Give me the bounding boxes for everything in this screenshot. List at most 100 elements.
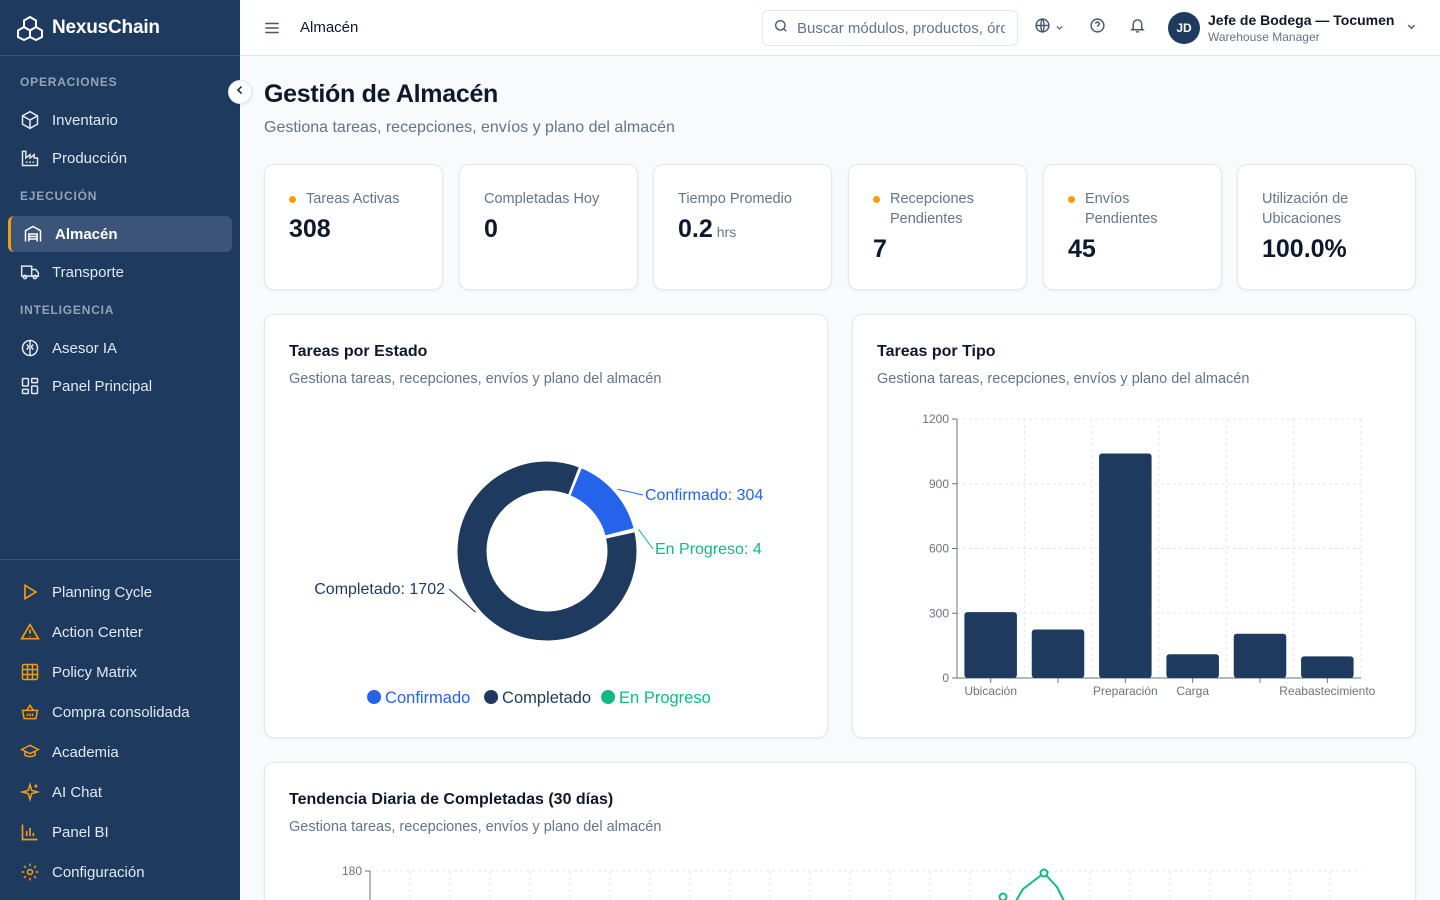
play-icon xyxy=(20,582,40,602)
kpi-unit: hrs xyxy=(716,224,737,240)
menu-icon[interactable] xyxy=(262,18,282,38)
sidebar-item-label: Compra consolidada xyxy=(52,703,190,721)
user-menu[interactable]: JD Jefe de Bodega — Tocumen Warehouse Ma… xyxy=(1168,12,1417,44)
x-tick-label: Reabastecimiento xyxy=(1279,684,1375,698)
sidebar-item-label: Configuración xyxy=(52,863,145,881)
kpi-value: 308 xyxy=(289,215,331,243)
donut-label: Completado: 1702 xyxy=(314,581,445,598)
grid-icon xyxy=(20,662,40,682)
sidebar-item-planning-cycle[interactable]: Planning Cycle xyxy=(8,574,232,610)
donut-leader-line xyxy=(638,528,654,550)
bar-0 xyxy=(964,612,1017,678)
collapse-sidebar-button[interactable] xyxy=(228,80,252,104)
donut-legend: Confirmado Completado En Progreso xyxy=(367,689,711,707)
sidebar-item-action-center[interactable]: Action Center xyxy=(8,614,232,650)
brand-name: NexusChain xyxy=(52,16,160,38)
sidebar-item-label: Producción xyxy=(52,149,128,167)
y-tick-label: 600 xyxy=(929,542,949,556)
kpi-value: 45 xyxy=(1068,235,1096,263)
bell-icon xyxy=(1129,17,1146,39)
kpi-value: 7 xyxy=(873,235,887,263)
sparkles-icon xyxy=(20,782,40,802)
status-dot xyxy=(289,196,296,203)
card-subtitle: Gestiona tareas, recepciones, envíos y p… xyxy=(289,819,662,835)
brand[interactable]: NexusChain xyxy=(0,0,240,56)
card-title: Tareas por Estado xyxy=(289,343,428,360)
legend-item: Confirmado xyxy=(385,689,470,707)
bar-chart-icon xyxy=(20,822,40,842)
help-button[interactable] xyxy=(1089,18,1106,38)
breadcrumb[interactable]: Almacén xyxy=(300,19,359,36)
section-inteligencia: INTELIGENCIA xyxy=(20,303,115,317)
sidebar-item-label: Panel BI xyxy=(52,823,109,841)
sidebar-item-label: Policy Matrix xyxy=(52,663,138,681)
card-title: Tareas por Tipo xyxy=(877,343,996,360)
sidebar-item-transporte[interactable]: Transporte xyxy=(8,254,232,290)
dashboard-icon xyxy=(20,376,40,396)
kpi-card-tiempo-promedio: Tiempo Promedio 0.2 hrs xyxy=(653,164,832,290)
section-operaciones: OPERACIONES xyxy=(20,75,118,89)
status-dot xyxy=(1068,196,1075,203)
line-chart: 180 xyxy=(342,864,1361,900)
data-point xyxy=(998,892,1008,900)
globe-icon xyxy=(1034,17,1051,39)
nav-bottom: Planning Cycle Action Center Policy Matr… xyxy=(0,559,240,894)
sidebar-item-inventario[interactable]: Inventario xyxy=(8,102,232,138)
box-icon xyxy=(20,110,40,130)
nav-main: OPERACIONES Inventario Producción EJECUC… xyxy=(0,56,240,404)
language-selector[interactable] xyxy=(1034,18,1064,38)
donut-label: Confirmado: 304 xyxy=(645,487,763,504)
kpi-card-completadas-hoy: Completadas Hoy 0 xyxy=(459,164,638,290)
truck-icon xyxy=(20,262,40,282)
sidebar-item-configuracion[interactable]: Configuración xyxy=(8,854,232,890)
gear-icon xyxy=(20,862,40,882)
y-tick-label: 900 xyxy=(929,477,949,491)
search-box[interactable] xyxy=(762,10,1018,46)
donut-label: En Progreso: 4 xyxy=(655,541,762,558)
legend-item: En Progreso xyxy=(619,689,711,707)
sidebar-item-academia[interactable]: Academia xyxy=(8,734,232,770)
notifications-button[interactable] xyxy=(1129,18,1146,38)
factory-icon xyxy=(20,148,40,168)
series-line xyxy=(1015,872,1065,900)
sidebar-item-label: Inventario xyxy=(52,111,118,129)
kpi-value: 0 xyxy=(484,215,498,243)
sidebar-item-ai-chat[interactable]: AI Chat xyxy=(8,774,232,810)
donut-chart: Confirmado: 304 En Progreso: 4 Completado:… xyxy=(314,460,763,707)
donut-leader-line xyxy=(617,488,644,496)
sidebar-item-compra-consolidada[interactable]: Compra consolidada xyxy=(8,694,232,730)
y-tick-label: 1200 xyxy=(922,412,949,426)
sidebar-item-panel-bi[interactable]: Panel BI xyxy=(8,814,232,850)
kpi-card-utilizacion: Utilización de Ubicaciones 100.0% xyxy=(1237,164,1416,290)
sidebar-item-policy-matrix[interactable]: Policy Matrix xyxy=(8,654,232,690)
sidebar-item-asesor-ia[interactable]: Asesor IA xyxy=(8,330,232,366)
sidebar-item-label: Panel Principal xyxy=(52,377,153,395)
kpi-label: Envíos Pendientes xyxy=(1085,191,1158,227)
kpi-label: Completadas Hoy xyxy=(484,191,600,207)
sidebar-item-label: Asesor IA xyxy=(52,339,118,357)
kpi-card-recepciones-pendientes: Recepciones Pendientes 7 xyxy=(848,164,1027,290)
sidebar-item-produccion[interactable]: Producción xyxy=(8,140,232,176)
donut-slice-completado xyxy=(456,460,638,642)
graduation-cap-icon xyxy=(20,742,40,762)
legend-item: Completado xyxy=(502,689,591,707)
page-subtitle: Gestiona tareas, recepciones, envíos y p… xyxy=(264,119,675,136)
user-role: Warehouse Manager xyxy=(1208,30,1320,44)
y-tick-label: 180 xyxy=(342,864,362,878)
chevron-left-icon xyxy=(234,83,246,101)
kpi-value: 0.2 xyxy=(678,215,713,243)
legend-swatch xyxy=(484,690,499,704)
card-tareas-por-estado: Tareas por Estado Gestiona tareas, recep… xyxy=(264,314,828,738)
status-dot xyxy=(873,196,880,203)
search-input[interactable] xyxy=(797,19,1005,37)
bar-2 xyxy=(1099,453,1152,678)
sidebar-item-label: Planning Cycle xyxy=(52,583,153,601)
bar-3 xyxy=(1166,654,1219,678)
y-tick-label: 300 xyxy=(929,606,949,620)
alert-triangle-icon xyxy=(20,622,40,642)
legend-swatch xyxy=(601,690,616,704)
donut-slice-en-progreso xyxy=(604,528,636,539)
data-point xyxy=(1039,868,1049,878)
sidebar-item-almacen[interactable]: Almacén xyxy=(8,216,232,252)
sidebar-item-panel-principal[interactable]: Panel Principal xyxy=(8,368,232,404)
